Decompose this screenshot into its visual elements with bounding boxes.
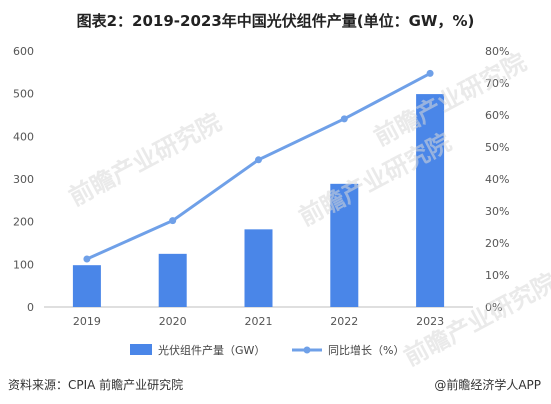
source-note: 资料来源：CPIA 前瞻产业研究院 xyxy=(8,378,184,392)
y-left-tick-label: 200 xyxy=(13,216,34,229)
y-right-tick-label: 30% xyxy=(485,205,509,218)
line-point xyxy=(83,255,91,263)
y-left-tick-label: 0 xyxy=(27,301,34,314)
y-left-tick-label: 400 xyxy=(13,130,34,143)
legend-swatch-marker xyxy=(303,346,311,354)
credit-note: @前瞻经济学人APP xyxy=(434,378,541,392)
bar xyxy=(244,229,273,307)
y-right-tick-label: 40% xyxy=(485,173,509,186)
x-tick-label: 2020 xyxy=(159,315,187,328)
y-right-tick-label: 70% xyxy=(485,77,509,90)
line-point xyxy=(169,217,177,225)
line-point xyxy=(340,115,348,123)
y-right-tick-label: 80% xyxy=(485,45,509,58)
y-left-tick-label: 100 xyxy=(13,258,34,271)
chart-title: 图表2：2019-2023年中国光伏组件产量(单位：GW，%) xyxy=(76,12,475,30)
x-tick-label: 2019 xyxy=(73,315,101,328)
y-right-tick-label: 60% xyxy=(485,109,509,122)
bar xyxy=(158,253,187,307)
x-tick-label: 2023 xyxy=(416,315,444,328)
legend-label: 同比增长（%） xyxy=(328,343,404,357)
bar xyxy=(416,94,445,308)
x-tick-label: 2022 xyxy=(330,315,358,328)
legend-label: 光伏组件产量（GW） xyxy=(158,343,265,357)
bar xyxy=(72,265,101,307)
legend-swatch-bar xyxy=(130,344,152,355)
y-right-tick-label: 50% xyxy=(485,141,509,154)
y-right-tick-label: 10% xyxy=(485,269,509,282)
bar xyxy=(330,183,359,307)
line-point xyxy=(426,69,434,77)
line-point xyxy=(255,156,262,164)
y-left-tick-label: 300 xyxy=(13,173,34,186)
x-tick-label: 2021 xyxy=(245,315,273,328)
y-left-tick-label: 500 xyxy=(13,88,34,101)
y-right-tick-label: 0% xyxy=(485,301,502,314)
y-right-tick-label: 20% xyxy=(485,237,509,250)
y-left-tick-label: 600 xyxy=(13,45,34,58)
